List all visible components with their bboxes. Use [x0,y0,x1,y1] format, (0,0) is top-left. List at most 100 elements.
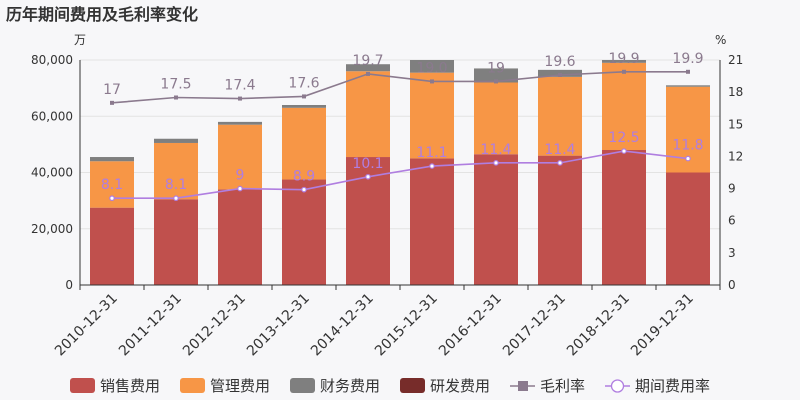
y-right-tick-label: 9 [728,182,736,196]
bar-segment [666,85,710,87]
line-point [174,95,178,100]
line-point [621,148,627,154]
data-label: 19.6 [544,54,575,70]
bar-segment [90,207,134,285]
x-tick-label: 2016-12-31 [436,291,505,360]
x-tick-label: 2014-12-31 [308,291,377,360]
line-point [558,73,562,77]
x-tick-label: 2018-12-31 [564,291,633,360]
data-label: 17.5 [160,77,191,93]
data-label: 10.1 [352,156,383,172]
legend-label: 毛利率 [540,377,585,395]
x-tick-label: 2015-12-31 [372,291,441,360]
line-point [494,79,498,84]
bar-segment [538,155,582,285]
line-point [173,195,179,202]
legend-swatch [290,378,315,393]
bar-segment [218,121,262,125]
data-label: 8.1 [165,177,187,193]
legend-label: 期间费用率 [635,377,710,395]
legend-swatch [400,378,425,393]
line-point [238,96,242,101]
legend-label: 研发费用 [430,377,490,395]
y-right-tick-label: 15 [728,117,743,131]
data-label: 8.9 [293,169,315,185]
bar-segment [346,71,390,158]
data-label: 11.8 [672,138,703,154]
y-right-tick-label: 12 [728,149,743,163]
line-layer: 17 17.5 17.4 17.6 19.7 19.0 19 19.6 19.9 19.9 8.1 8… [101,51,704,202]
line-point [110,100,114,105]
data-label: 19.0 [416,60,447,76]
chart-title: 历年期间费用及毛利率变化 [6,5,198,24]
line-point [493,160,499,166]
x-tick-label: 2012-12-31 [180,291,249,360]
bar-segment [410,72,454,159]
bar-segment [282,179,326,285]
bar-segment [218,124,262,190]
bar-segment [346,64,390,72]
data-label: 19 [487,60,505,76]
x-tick-label: 2019-12-31 [628,291,697,360]
right-axis-unit: % [715,33,726,47]
line-series [112,150,689,200]
left-axis-unit: 万 [74,33,86,47]
bar-segment [602,62,646,150]
legend-swatch [70,378,95,393]
data-label: 17.6 [288,75,319,91]
bar-segment [218,189,262,285]
x-tick-label: 2017-12-31 [500,291,569,360]
line-point [237,185,243,192]
y-right-tick-label: 18 [728,85,743,99]
line-point [366,71,370,76]
x-tick-label: 2010-12-31 [52,291,121,360]
y-left-tick-label: 20,000 [31,222,73,236]
bar-segment [410,158,454,285]
bar-segment [474,68,518,83]
data-label: 17.4 [224,78,255,94]
bar-segment [474,82,518,155]
bar-segment [154,199,198,285]
bar-segment [474,154,518,285]
data-label: 9 [236,168,245,184]
line-point [685,155,691,162]
line-point [302,94,306,99]
legend-marker [518,381,528,391]
line-point [109,195,115,202]
y-right-tick-label: 0 [728,278,736,292]
line-series [111,70,688,104]
y-left-tick-label: 0 [65,278,73,292]
data-label: 11.1 [416,145,447,161]
legend-label: 销售费用 [100,377,160,395]
bar-segment [90,157,134,162]
data-label: 17 [103,82,121,98]
bar-segment [410,60,454,73]
line-point [301,186,307,193]
y-left-tick-label: 60,000 [31,109,73,123]
line-point [557,160,563,166]
bar-segment [666,172,710,285]
data-label: 19.7 [352,53,383,69]
bar-segment [602,60,646,63]
line-point [430,79,434,84]
legend-label: 财务费用 [320,377,380,395]
data-label: 19.9 [608,51,639,67]
data-label: 11.4 [544,142,575,158]
bar-segment [282,107,326,180]
x-tick-label: 2011-12-31 [116,291,185,360]
bar-layer [90,60,710,285]
data-label: 8.1 [101,177,123,193]
legend-swatch [180,378,205,393]
line-point [429,163,435,169]
bar-segment [602,150,646,285]
bar-segment [154,138,198,143]
bar-segment [282,105,326,108]
data-label: 19.9 [672,51,703,67]
y-right-tick-label: 3 [728,246,736,260]
legend: 销售费用 管理费用 财务费用 研发费用 毛利率 期间费用率 [70,377,710,395]
data-label: 12.5 [608,130,639,146]
data-label: 11.4 [480,142,511,158]
legend-label: 管理费用 [210,377,270,395]
line-point [365,173,371,180]
